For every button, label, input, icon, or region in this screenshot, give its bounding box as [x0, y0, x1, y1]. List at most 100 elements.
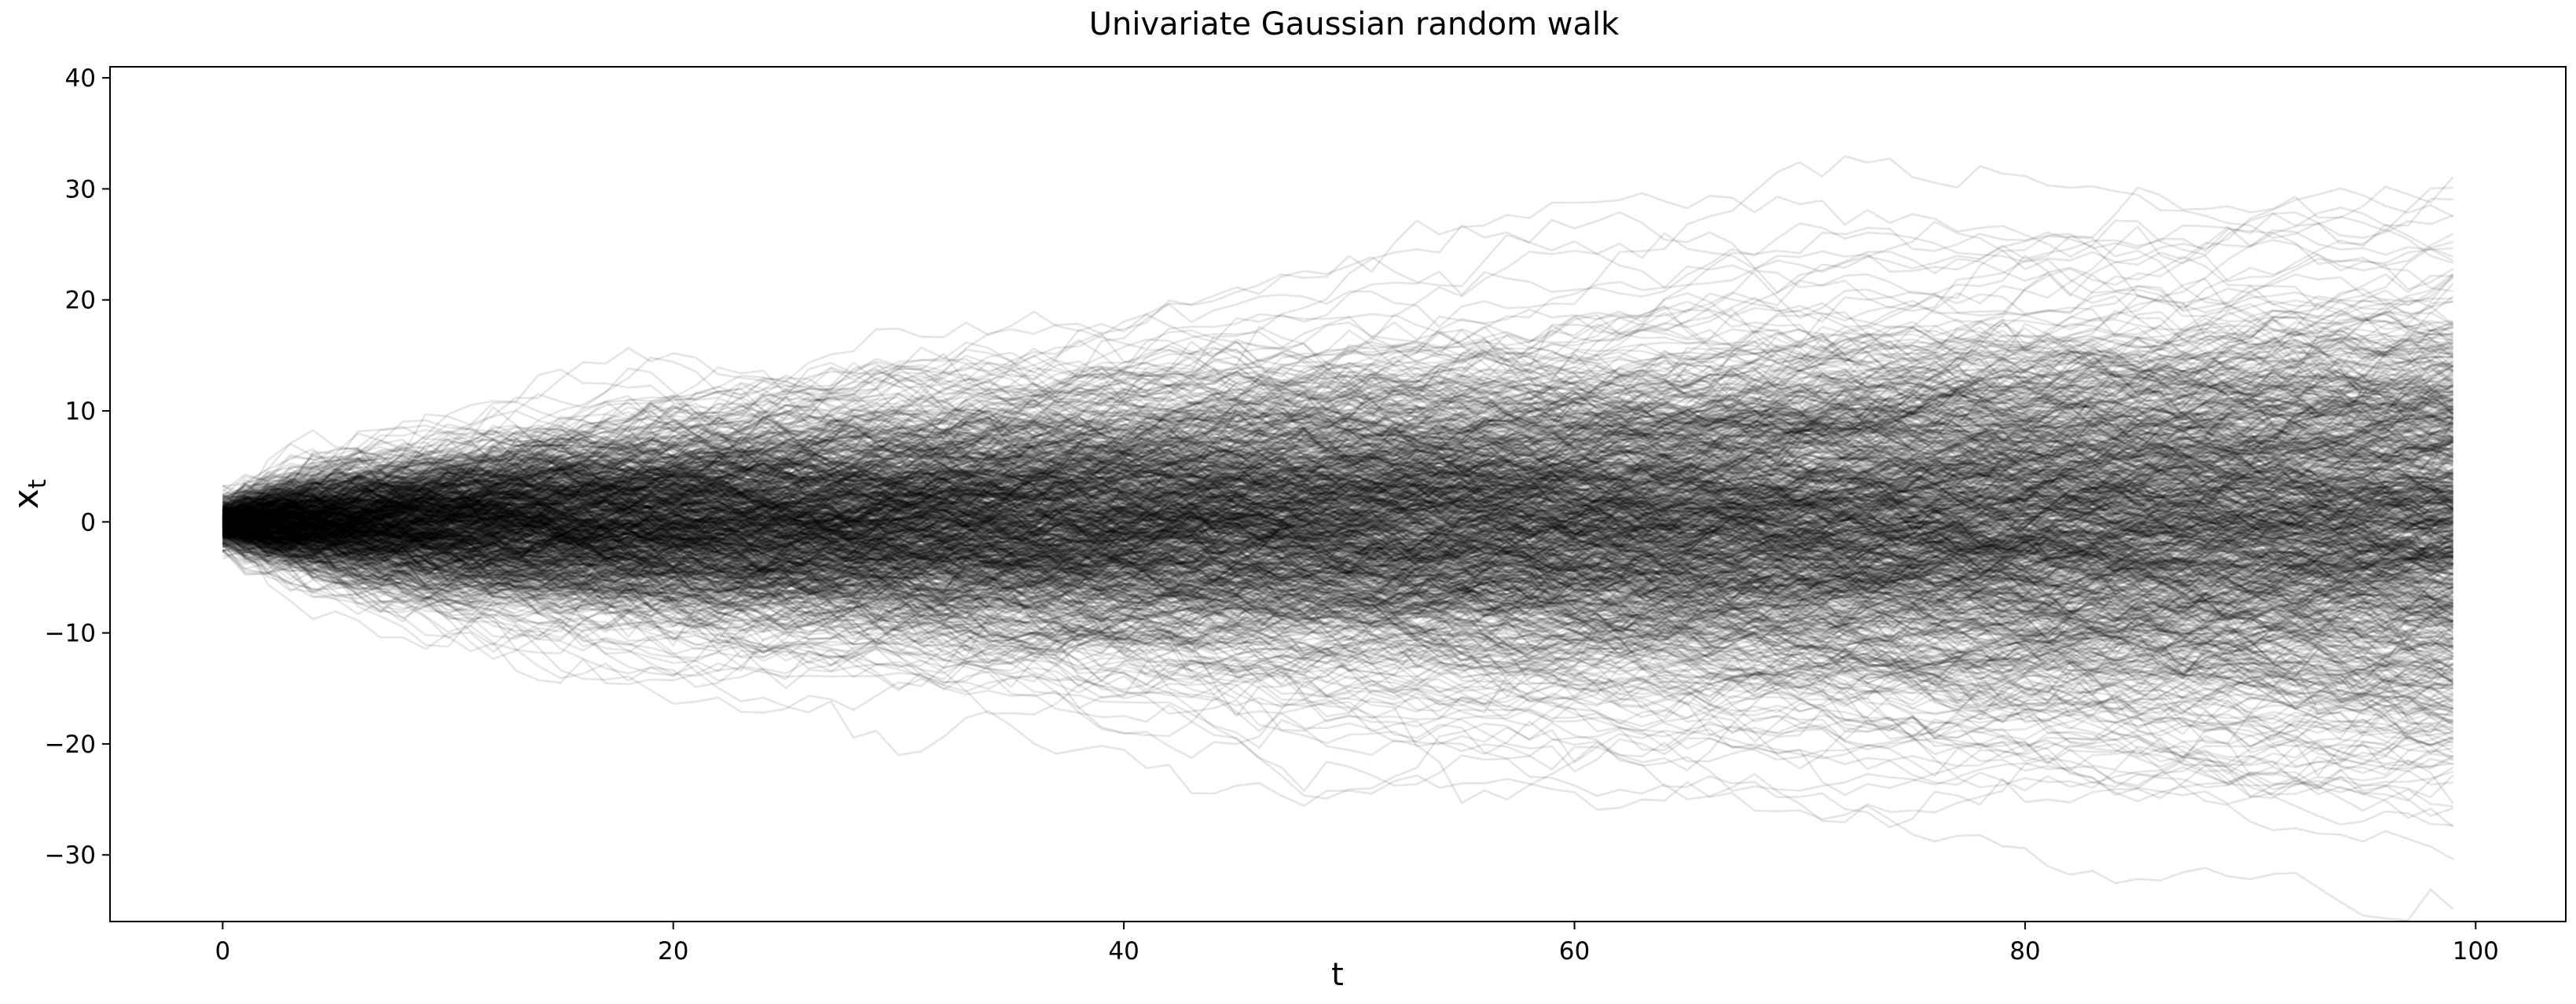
random-walk-line — [222, 476, 2454, 603]
random-walk-line — [222, 406, 2454, 687]
random-walk-line — [222, 451, 2454, 676]
random-walk-line — [222, 427, 2453, 610]
random-walk-line — [222, 441, 2453, 603]
random-walk-line — [222, 507, 2454, 709]
random-walk-line — [222, 469, 2454, 611]
random-walk-line — [222, 484, 2454, 581]
random-walk-line — [222, 517, 2453, 731]
random-walk-line — [222, 483, 2454, 650]
random-walk-line — [222, 391, 2454, 524]
random-walk-line — [222, 319, 2453, 577]
random-walk-line — [222, 507, 2454, 725]
y-tick-label: 0 — [80, 508, 96, 537]
random-walk-line — [222, 459, 2454, 647]
random-walk-line — [222, 527, 2453, 647]
random-walk-line — [222, 448, 2453, 547]
random-walk-line — [222, 434, 2454, 580]
random-walk-line — [222, 362, 2454, 547]
random-walk-line — [222, 445, 2453, 551]
random-walk-line — [222, 449, 2454, 535]
random-walk-line — [222, 420, 2454, 577]
x-axis-label: t — [1331, 957, 1344, 993]
random-walk-line — [222, 387, 2453, 533]
random-walk-line — [222, 373, 2454, 593]
random-walk-line — [222, 512, 2454, 694]
random-walk-line — [222, 225, 2453, 540]
random-walk-line — [222, 526, 2453, 669]
random-walk-line — [222, 506, 2453, 674]
random-walk-line — [222, 475, 2454, 626]
random-walk-line — [222, 368, 2453, 527]
random-walk-line — [222, 526, 2454, 634]
random-walk-line — [222, 415, 2453, 540]
random-walk-line — [222, 420, 2453, 566]
random-walk-line — [222, 543, 2454, 691]
random-walk-line — [222, 531, 2454, 777]
random-walk-line — [222, 496, 2454, 702]
random-walk-line — [222, 454, 2454, 563]
random-walk-line — [222, 487, 2454, 608]
random-walk-line — [222, 313, 2454, 529]
random-walk-line — [222, 486, 2454, 666]
x-axis-ticks: 0 20 40 60 80 100 — [215, 922, 2499, 966]
random-walk-line — [222, 386, 2453, 526]
random-walk-line — [222, 440, 2453, 585]
random-walk-line — [222, 460, 2453, 579]
random-walk-line — [222, 340, 2453, 554]
random-walk-line — [222, 453, 2454, 581]
random-walk-line — [222, 412, 2454, 562]
random-walk-line — [222, 507, 2454, 672]
random-walk-line — [222, 441, 2454, 567]
random-walk-line — [222, 282, 2454, 555]
random-walk-line — [222, 515, 2453, 696]
y-axis-label-main: x — [6, 489, 46, 509]
random-walk-line — [222, 521, 2454, 682]
random-walk-line — [222, 490, 2453, 612]
x-tick-label: 0 — [215, 937, 230, 966]
random-walk-line — [222, 467, 2454, 804]
random-walk-line — [222, 454, 2454, 644]
random-walk-line — [222, 440, 2453, 564]
random-walk-line — [222, 495, 2453, 666]
random-walk-line — [222, 513, 2454, 622]
random-walk-line — [222, 523, 2454, 675]
random-walk-line — [222, 445, 2454, 570]
random-walk-line — [222, 387, 2453, 555]
random-walk-line — [222, 337, 2454, 561]
random-walk-line — [222, 211, 2454, 534]
random-walk-line — [222, 450, 2453, 600]
y-axis-label-subscript: t — [24, 479, 52, 489]
random-walk-line — [222, 458, 2454, 580]
random-walk-line — [222, 365, 2453, 524]
random-walk-line — [222, 462, 2453, 552]
random-walk-line — [222, 304, 2454, 526]
y-tick-label: 40 — [65, 64, 96, 93]
random-walk-line — [222, 398, 2454, 533]
random-walk-line — [222, 509, 2453, 805]
random-walk-line — [222, 493, 2454, 640]
random-walk-line — [222, 514, 2454, 625]
random-walk-line — [222, 382, 2454, 540]
random-walk-line — [222, 323, 2453, 578]
random-walk-line — [222, 310, 2454, 523]
random-walk-line — [222, 480, 2454, 619]
random-walk-line — [222, 350, 2454, 544]
random-walk-line — [222, 486, 2453, 590]
random-walk-line — [222, 535, 2453, 732]
random-walk-line — [222, 397, 2453, 575]
random-walk-line — [222, 421, 2453, 533]
random-walk-line — [222, 482, 2453, 717]
random-walk-line — [222, 467, 2454, 609]
random-walk-line — [222, 475, 2453, 634]
random-walk-line — [222, 396, 2454, 521]
random-walk-line — [222, 507, 2453, 593]
random-walk-line — [222, 370, 2454, 547]
random-walk-line — [222, 444, 2454, 553]
random-walk-line — [222, 291, 2454, 511]
random-walk-line — [222, 528, 2453, 650]
random-walk-line — [222, 380, 2454, 551]
random-walk-line — [222, 484, 2454, 603]
random-walk-line — [222, 316, 2453, 525]
